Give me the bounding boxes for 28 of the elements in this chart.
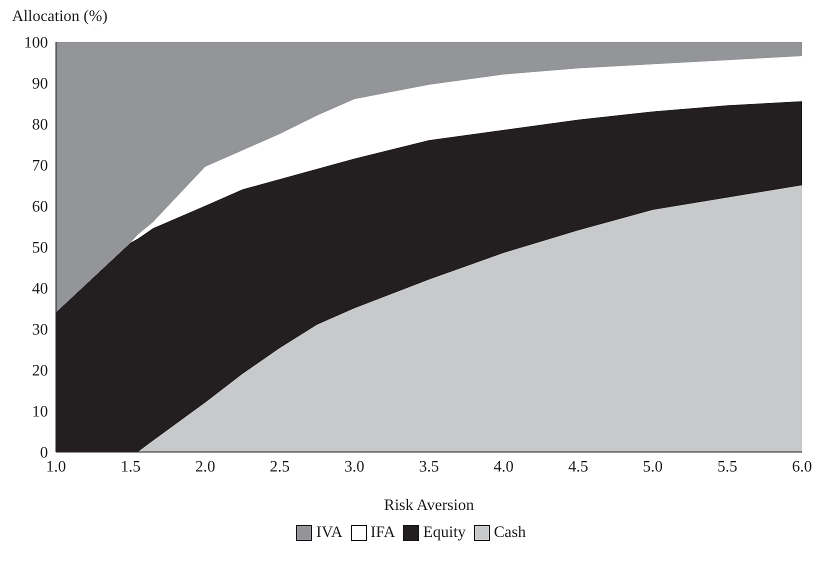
x-tick-label: 3.5 bbox=[419, 458, 439, 476]
y-tick-label: 60 bbox=[32, 198, 48, 216]
x-tick-label: 1.5 bbox=[120, 458, 141, 476]
x-tick-label: 2.0 bbox=[195, 458, 216, 476]
y-tick-label: 50 bbox=[32, 240, 48, 257]
x-tick-label: 6.0 bbox=[792, 458, 812, 476]
legend-label: Cash bbox=[492, 524, 526, 542]
y-tick-label: 10 bbox=[32, 404, 48, 421]
y-tick-label: 20 bbox=[32, 362, 48, 380]
x-tick-label: 5.5 bbox=[717, 458, 738, 476]
x-tick-label: 5.0 bbox=[642, 458, 663, 476]
y-tick-label: 100 bbox=[24, 34, 48, 52]
y-axis-title: Allocation (%) bbox=[11, 8, 109, 27]
x-tick-label: 3.0 bbox=[344, 458, 364, 476]
x-tick-label: 1.0 bbox=[46, 458, 66, 476]
y-tick-label: 40 bbox=[32, 280, 48, 298]
legend-label: IFA bbox=[370, 524, 396, 542]
y-tick-label: 0 bbox=[40, 444, 48, 462]
x-tick-label: 2.5 bbox=[270, 458, 290, 476]
y-tick-label: 90 bbox=[32, 76, 48, 93]
legend-label: IVA bbox=[315, 524, 343, 542]
x-axis-title: Risk Aversion bbox=[384, 497, 474, 514]
y-tick-label: 80 bbox=[32, 116, 48, 134]
y-tick-label: 70 bbox=[32, 158, 48, 175]
legend-label: Equity bbox=[422, 524, 466, 542]
x-tick-label: 4.5 bbox=[568, 458, 588, 476]
y-tick-label: 30 bbox=[32, 322, 48, 339]
x-tick-label: 4.0 bbox=[494, 458, 514, 476]
